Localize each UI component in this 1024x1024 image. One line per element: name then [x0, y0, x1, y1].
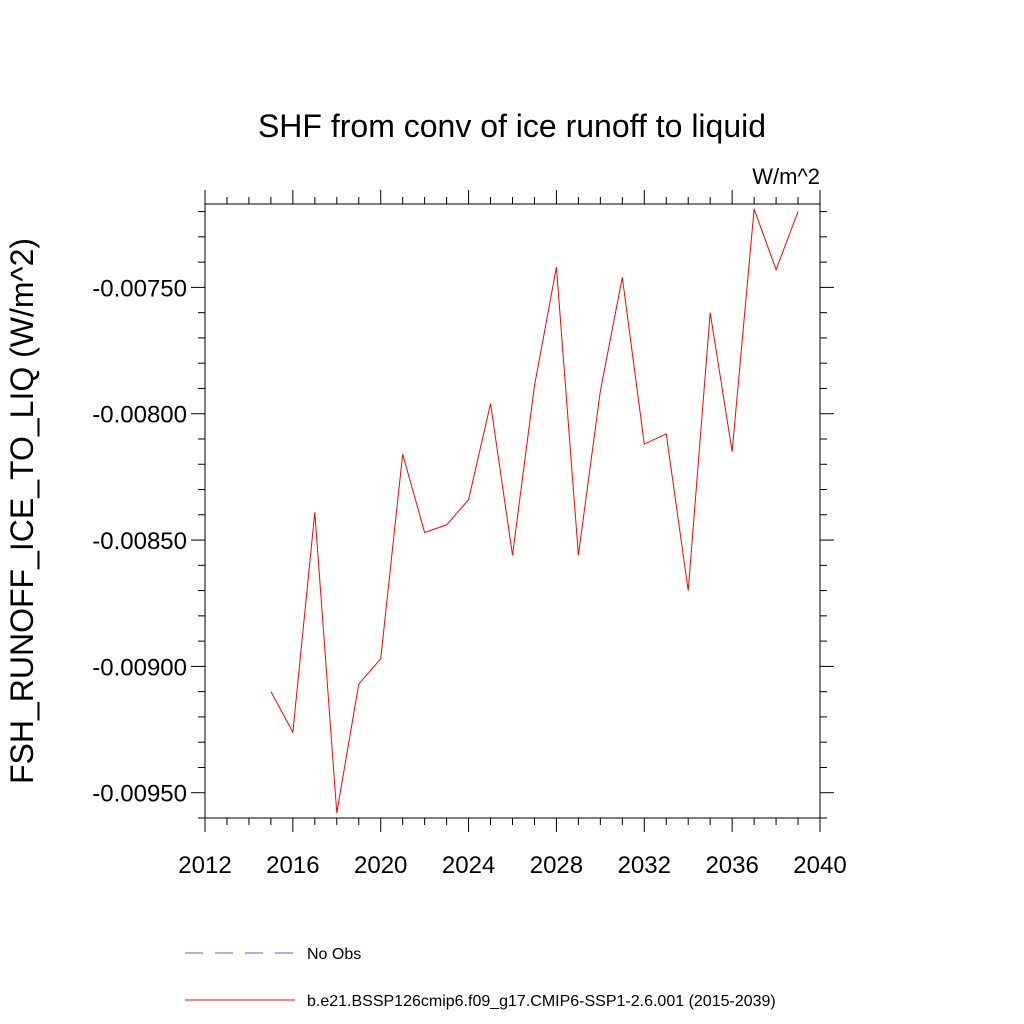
series-layer	[270, 208, 799, 814]
y-tick-label: -0.00800	[92, 402, 187, 429]
x-tick-label: 2020	[354, 852, 407, 879]
y-tick-label: -0.00900	[92, 654, 187, 681]
y-tick-label: -0.00850	[92, 528, 187, 555]
legend-label: No Obs	[307, 946, 361, 963]
x-tick-label: 2040	[793, 852, 846, 879]
legend-label: b.e21.BSSP126cmip6.f09_g17.CMIP6-SSP1-2.…	[307, 993, 776, 1010]
x-tick-label: 2024	[442, 852, 495, 879]
x-tick-label: 2032	[618, 852, 671, 879]
y-tick-label: -0.00750	[92, 275, 187, 302]
x-tick-label: 2028	[530, 852, 583, 879]
x-tick-label: 2036	[705, 852, 758, 879]
series-line	[270, 208, 799, 814]
units-label: W/m^2	[752, 164, 820, 189]
x-tick-label: 2016	[266, 852, 319, 879]
legend: No Obs b.e21.BSSP126cmip6.f09_g17.CMIP6-S…	[185, 946, 776, 1010]
x-axis-ticks: 2012 2016 2020 2024 2028 2032 2036 2040	[178, 190, 847, 879]
y-axis-label: FSH_RUNOFF_ICE_TO_LIQ (W/m^2)	[4, 238, 40, 784]
y-axis-ticks: -0.00750 -0.00800 -0.00850 -0.00900 -0.00950	[92, 211, 834, 819]
chart-title: SHF from conv of ice runoff to liquid	[258, 108, 766, 144]
x-tick-label: 2012	[178, 852, 231, 879]
plot-frame	[204, 203, 821, 819]
y-tick-label: -0.00950	[92, 781, 187, 808]
